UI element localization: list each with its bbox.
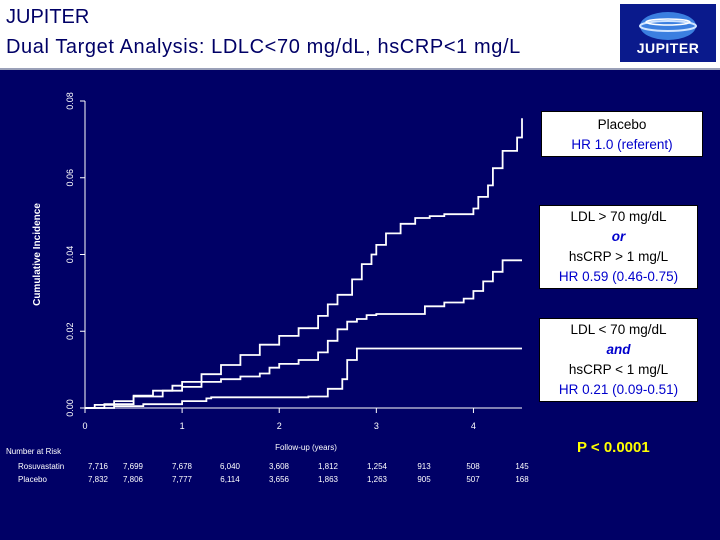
risk-table-cell: 508 [466,462,480,471]
ldl-or-hr: HR 0.59 (0.46-0.75) [558,269,679,284]
risk-table-cell: 905 [417,475,431,484]
p-value: P < 0.0001 [577,439,650,456]
x-tick-label: 4 [471,421,476,431]
ldl-or-hscrp-annotation: LDL > 70 mg/dL or hsCRP > 1 mg/L HR 0.59… [539,205,698,289]
curve-ldl-and-hscrp [85,347,522,409]
slide-title: JUPITER [6,6,90,28]
curve-ldl-or-hscrp [85,259,522,409]
risk-table-cell: 3,656 [269,475,290,484]
x-tick-label: 1 [180,421,185,431]
slide-header: JUPITER Dual Target Analysis: LDLC<70 mg… [0,0,720,70]
risk-table-cell: 507 [466,475,480,484]
risk-table-cell: 7,699 [123,462,144,471]
risk-table-cell: 6,114 [220,475,240,484]
risk-table-cell: 7,777 [172,475,193,484]
x-tick-label: 0 [82,421,87,431]
risk-table-cell: 1,254 [367,462,388,471]
risk-table-title: Number at Risk [6,447,62,456]
ldl-or-conjunction: or [611,229,626,244]
ldl-or-label-hscrp: hsCRP > 1 mg/L [568,249,669,264]
risk-table-cell: 1,863 [318,475,339,484]
logo-text: JUPITER [636,40,700,56]
risk-table-cell: 145 [515,462,529,471]
placebo-hr: HR 1.0 (referent) [571,137,673,152]
y-axis-label: Cumulative Incidence [32,203,43,306]
ldl-and-conjunction: and [606,342,631,357]
jupiter-logo: JUPITER [620,4,716,62]
x-tick-label: 2 [277,421,282,431]
placebo-annotation: Placebo HR 1.0 (referent) [541,111,703,157]
risk-row-label: Placebo [18,475,47,484]
risk-table-cell: 1,812 [318,462,339,471]
ldl-and-hscrp-annotation: LDL < 70 mg/dL and hsCRP < 1 mg/L HR 0.2… [539,318,698,402]
logo-globe-icon [639,12,697,40]
risk-table-cell: 7,678 [172,462,193,471]
curve-placebo [85,118,523,409]
risk-table-cell: 6,040 [220,462,241,471]
risk-table-cell: 168 [515,475,529,484]
risk-table-cell: 7,832 [88,475,109,484]
ldl-and-label-ldl: LDL < 70 mg/dL [570,322,667,337]
ldl-and-hr: HR 0.21 (0.09-0.51) [558,382,679,397]
y-tick-label: 0.06 [65,169,75,187]
risk-table-cell: 913 [417,462,431,471]
ldl-or-label-ldl: LDL > 70 mg/dL [570,209,667,224]
y-tick-label: 0.00 [65,399,75,417]
placebo-label: Placebo [597,117,647,132]
risk-table-cell: 7,716 [88,462,109,471]
y-tick-label: 0.02 [65,322,75,340]
y-tick-label: 0.04 [65,246,75,264]
x-tick-label: 3 [374,421,379,431]
x-axis-label: Follow-up (years) [275,443,337,452]
risk-table-cell: 1,263 [367,475,388,484]
ldl-and-label-hscrp: hsCRP < 1 mg/L [568,362,669,377]
slide-subtitle: Dual Target Analysis: LDLC<70 mg/dL, hsC… [6,36,521,58]
risk-row-label: Rosuvastatin [18,462,64,471]
risk-table-cell: 3,608 [269,462,290,471]
y-tick-label: 0.08 [65,92,75,110]
risk-table-cell: 7,806 [123,475,144,484]
